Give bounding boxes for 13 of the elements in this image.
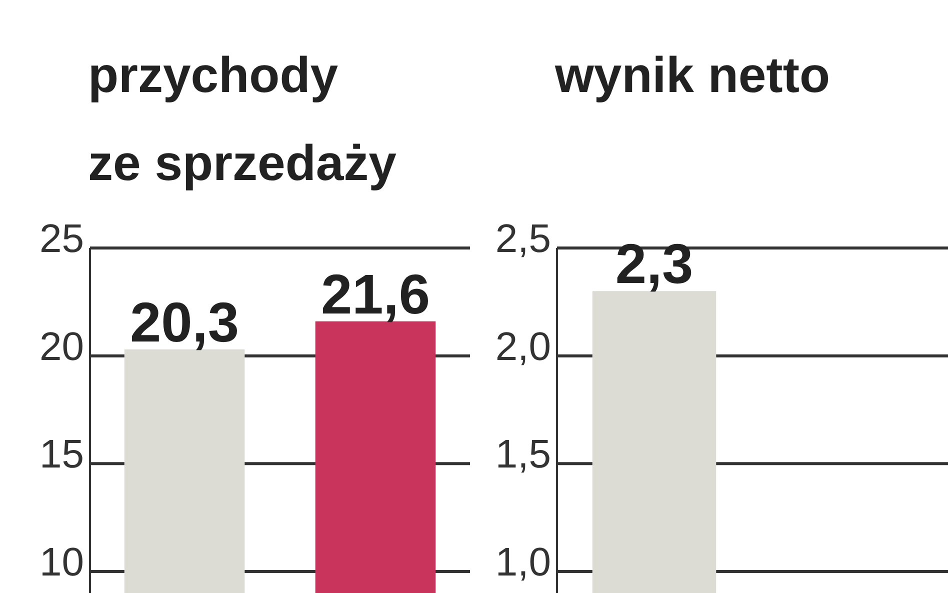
data-label: 2,3 (615, 232, 694, 296)
data-label: 21,6 (320, 262, 430, 326)
y-tick-label: 20 (40, 324, 84, 369)
chart-title: przychody ze sprzedaży (88, 47, 397, 191)
y-tick-label: 10 (40, 540, 84, 584)
data-label: 20,3 (130, 290, 240, 354)
y-tick-label: 1,0 (495, 540, 551, 584)
y-tick-label: 25 (40, 217, 84, 261)
y-tick-label: 1,5 (495, 432, 551, 477)
y-tick-label: 2,5 (495, 217, 551, 261)
chart-title: wynik netto (554, 47, 830, 103)
y-tick-label: 2,0 (495, 324, 551, 369)
y-tick-label: 15 (40, 432, 84, 477)
